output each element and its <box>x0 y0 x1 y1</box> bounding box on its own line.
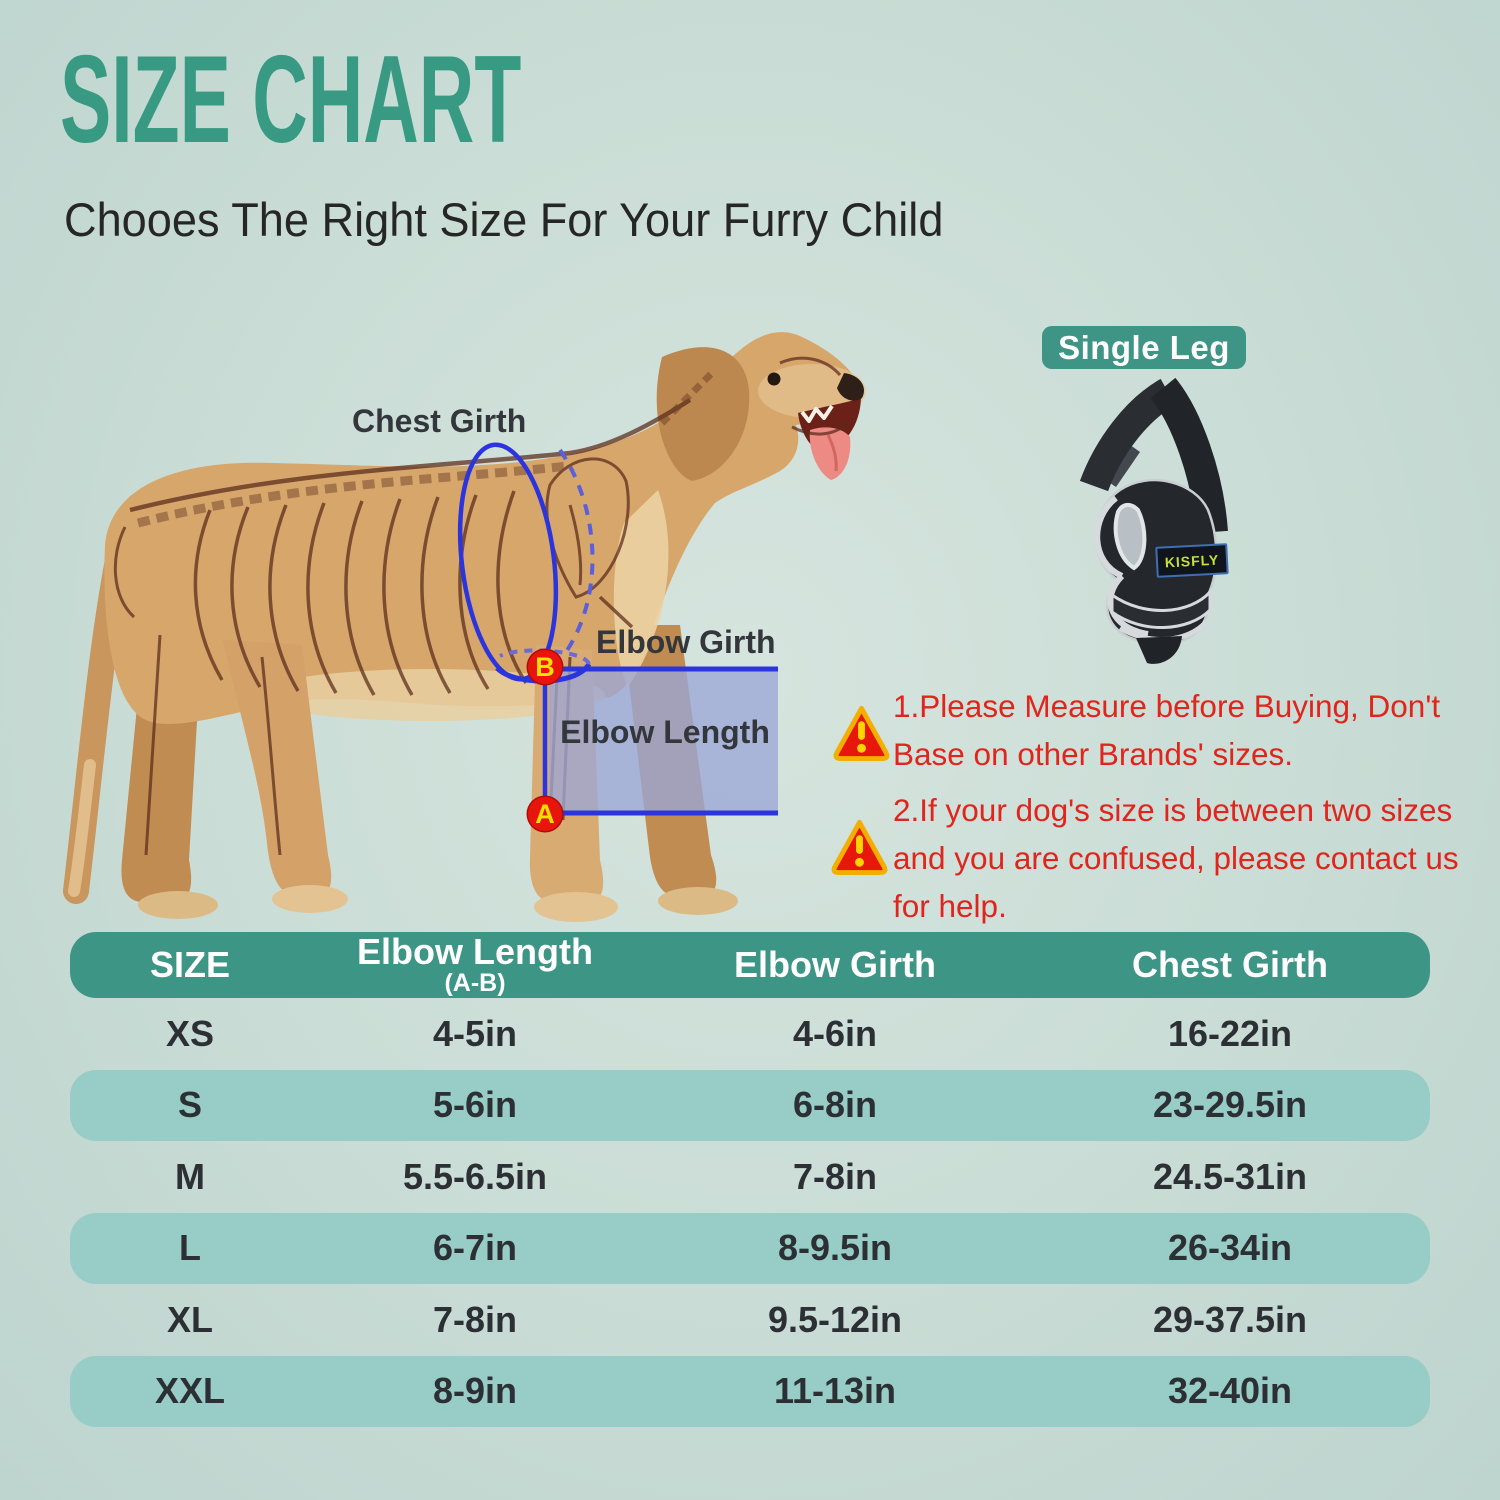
cell-elbow-length: 8-9in <box>432 1370 518 1412</box>
leg-brace-product-image <box>1079 377 1228 664</box>
single-leg-badge: Single Leg <box>1042 326 1246 369</box>
warning-note-2: 2.If your dog's size is between two size… <box>893 792 1459 924</box>
table-row: S 5-6in 6-8in 23-29.5in <box>70 1069 1430 1141</box>
elbow-length-label: Elbow Length <box>560 714 770 750</box>
cell-size: M <box>175 1155 205 1197</box>
table-row: XS 4-5in 4-6in 16-22in <box>70 998 1430 1070</box>
size-table-header: SIZE Elbow Length (A-B) Elbow Girth Ches… <box>70 932 1430 998</box>
cell-chest-girth: 24.5-31in <box>1152 1155 1308 1197</box>
page-title: SIZE CHART <box>60 31 522 169</box>
cell-elbow-girth: 8-9.5in <box>777 1227 893 1269</box>
cell-elbow-length: 4-5in <box>432 1012 518 1054</box>
cell-elbow-length: 5-6in <box>432 1084 518 1126</box>
table-row: XXL 8-9in 11-13in 32-40in <box>70 1355 1430 1427</box>
brand-logo: KISFLY <box>1155 543 1229 578</box>
col-header-elbow-length-sub: (A-B) <box>444 968 506 997</box>
warning-icon <box>833 705 890 762</box>
cell-size: XS <box>165 1012 215 1054</box>
cell-elbow-length: 6-7in <box>432 1227 518 1269</box>
cell-elbow-girth: 7-8in <box>792 1155 878 1197</box>
elbow-girth-label: Elbow Girth <box>596 624 776 660</box>
col-header-size: SIZE <box>149 944 230 985</box>
cell-elbow-length: 5.5-6.5in <box>402 1155 548 1197</box>
col-header-chest-girth: Chest Girth <box>1131 944 1328 985</box>
cell-size: XL <box>166 1298 213 1340</box>
cell-size: S <box>177 1084 202 1126</box>
page-subtitle: Chooes The Right Size For Your Furry Chi… <box>64 193 944 246</box>
cell-size: L <box>179 1227 201 1269</box>
size-table: SIZE Elbow Length (A-B) Elbow Girth Ches… <box>70 932 1430 1427</box>
cell-chest-girth: 29-37.5in <box>1152 1298 1308 1340</box>
point-a-marker: A <box>528 797 562 831</box>
cell-chest-girth: 23-29.5in <box>1152 1084 1308 1126</box>
col-header-elbow-length: Elbow Length (A-B) <box>310 930 640 997</box>
table-row: L 6-7in 8-9.5in 26-34in <box>70 1212 1430 1284</box>
cell-chest-girth: 26-34in <box>1167 1227 1293 1269</box>
cell-chest-girth: 32-40in <box>1167 1370 1293 1412</box>
warning-note-1: 1.Please Measure before Buying, Don't Ba… <box>893 688 1441 772</box>
cell-elbow-girth: 4-6in <box>792 1012 878 1054</box>
col-header-elbow-girth: Elbow Girth <box>734 944 936 985</box>
cell-elbow-girth: 11-13in <box>773 1370 897 1412</box>
point-b-marker: B <box>528 650 562 684</box>
cell-elbow-length: 7-8in <box>432 1298 518 1340</box>
table-row: M 5.5-6.5in 7-8in 24.5-31in <box>70 1141 1430 1213</box>
chest-girth-label: Chest Girth <box>352 403 527 439</box>
table-row: XL 7-8in 9.5-12in 29-37.5in <box>70 1284 1430 1356</box>
cell-elbow-girth: 9.5-12in <box>767 1298 903 1340</box>
cell-elbow-girth: 6-8in <box>792 1084 878 1126</box>
col-header-elbow-length-main: Elbow Length <box>357 930 593 972</box>
cell-size: XXL <box>154 1370 225 1412</box>
cell-chest-girth: 16-22in <box>1167 1012 1293 1054</box>
dog-skeleton-illustration <box>63 332 866 922</box>
warning-icon <box>831 819 888 876</box>
